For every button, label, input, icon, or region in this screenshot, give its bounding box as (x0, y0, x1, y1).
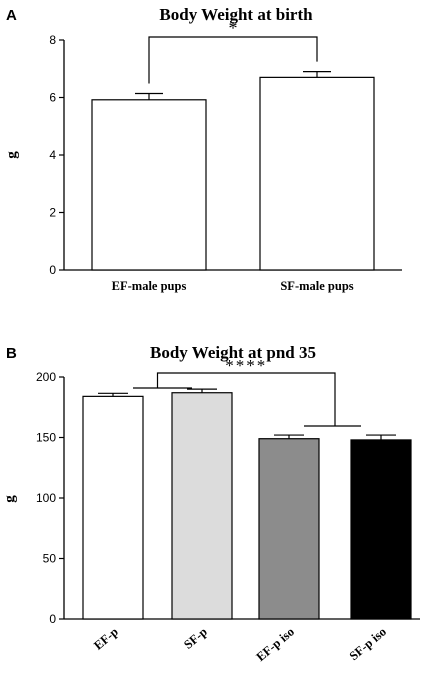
panel-a-plot: 0 2 4 6 8 EF-male pups SF-male pups * (49, 18, 402, 293)
panel-a-title: Body Weight at birth (159, 5, 313, 24)
panel-b-x-tick-label: EF-p (91, 625, 121, 653)
panel-b-bar (171, 392, 233, 620)
panel-b-y-tick-label: 0 (49, 612, 56, 626)
panel-b-plot: 0 50 100 150 200 EF-p SF-p EF-p iso SF-p iso **** (36, 356, 420, 664)
panel-b-y-label: g (2, 495, 18, 503)
panel-b-x-tick-label: EF-p iso (254, 625, 297, 665)
panel-b-title: Body Weight at pnd 35 (150, 343, 316, 362)
panel-b-bar (258, 438, 320, 620)
panel-b-y-tick-label: 100 (36, 491, 56, 505)
panel-a-bar (259, 76, 375, 271)
panel-a-y-tick-label: 6 (49, 91, 56, 105)
panel-b-y-tick-label: 150 (36, 431, 56, 445)
panel-b-y-tick-label: 200 (36, 370, 56, 384)
panel-a-y-tick-label: 0 (49, 263, 56, 277)
significance-bracket (156, 372, 336, 426)
panel-b-y-tick-label: 50 (43, 552, 57, 566)
panel-a-y-tick-label: 2 (49, 206, 56, 220)
panel-b-x-tick-label: SF-p iso (347, 625, 389, 664)
significance-bracket (148, 36, 318, 84)
panel-a: A Body Weight at birth g 0 2 4 6 8 EF-male pu… (4, 5, 402, 293)
panel-b-letter: B (6, 345, 17, 362)
panel-a-y-tick-label: 8 (49, 33, 56, 47)
panel-a-y-label: g (4, 151, 20, 159)
panel-b-bar (82, 395, 144, 620)
panel-a-x-tick-label: SF-male pups (280, 279, 353, 293)
panel-b: B Body Weight at pnd 35 g 0 50 100 150 200 EF… (2, 343, 420, 664)
panel-a-x-tick-label: EF-male pups (112, 279, 187, 293)
panel-a-y-tick-label: 4 (49, 148, 56, 162)
panel-a-letter: A (6, 7, 17, 24)
panel-b-x-tick-label: SF-p (181, 625, 210, 652)
panel-a-bar (91, 99, 207, 271)
panel-b-bar (350, 439, 412, 620)
significance-label: * (229, 18, 238, 38)
significance-label: **** (225, 356, 267, 375)
